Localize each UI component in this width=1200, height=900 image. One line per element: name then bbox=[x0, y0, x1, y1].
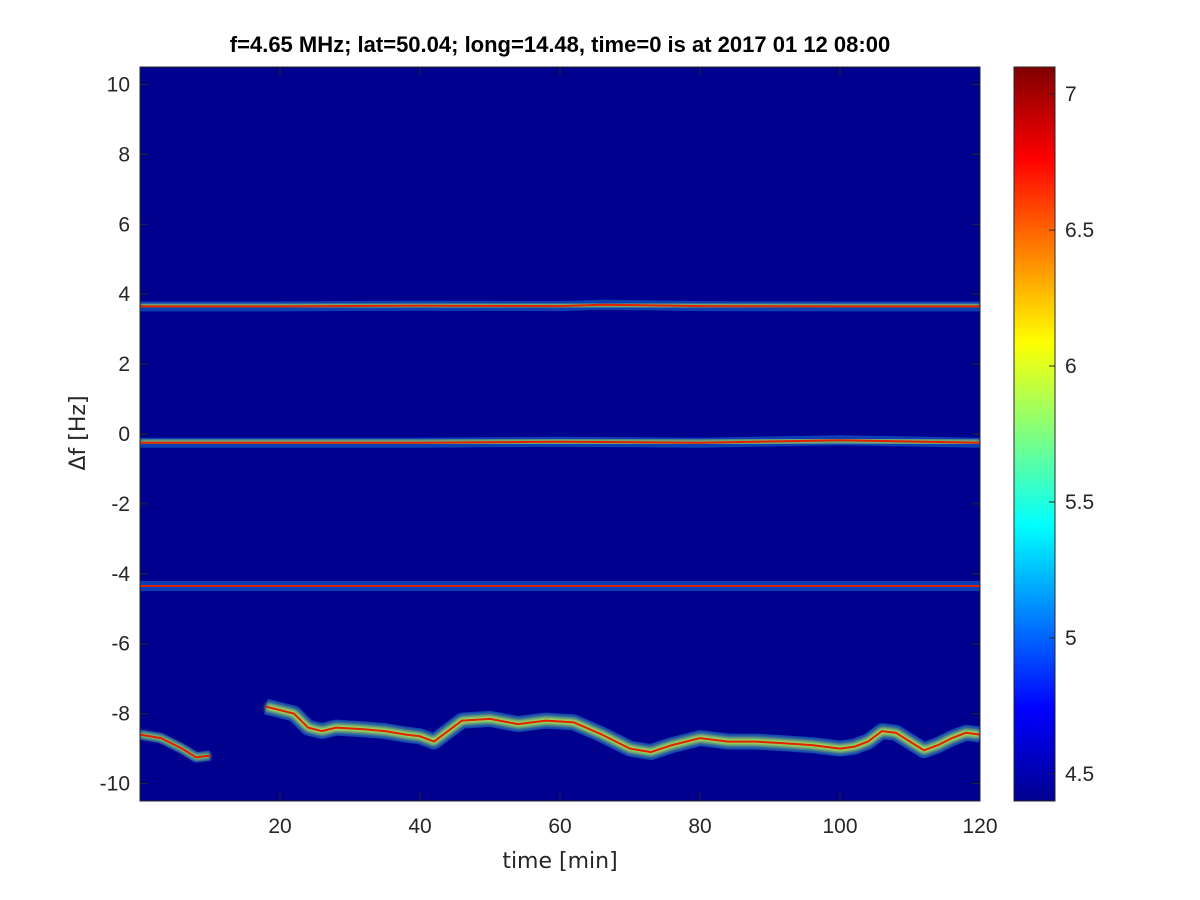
x-tick-label: 100 bbox=[822, 815, 857, 838]
x-tick-label: 20 bbox=[268, 815, 291, 838]
x-tick-label: 120 bbox=[962, 815, 997, 838]
x-tick-label: 40 bbox=[408, 815, 431, 838]
y-tick-label: -10 bbox=[100, 773, 130, 796]
y-tick-label: 4 bbox=[118, 283, 130, 306]
x-tick-label: 60 bbox=[548, 815, 571, 838]
y-tick-label: 8 bbox=[118, 143, 130, 166]
plot-area bbox=[140, 67, 980, 801]
trace-line bbox=[140, 303, 980, 308]
colorbar bbox=[1013, 66, 1056, 802]
trace-line bbox=[265, 705, 980, 754]
y-tick-label: 10 bbox=[107, 73, 130, 96]
y-axis: 10 8 6 4 2 0 -2 -4 -6 -8 -10 bbox=[100, 73, 980, 796]
colorbar-tick-label: 4.5 bbox=[1065, 763, 1094, 786]
y-tick-label: 2 bbox=[118, 353, 130, 376]
y-tick-label: -2 bbox=[111, 493, 130, 516]
y-axis-label: Δf [Hz] bbox=[66, 395, 91, 470]
trace-line bbox=[140, 439, 980, 444]
chart-title: f=4.65 MHz; lat=50.04; long=14.48, time=… bbox=[230, 32, 890, 57]
colorbar-axis: 4.5 5 5.5 6 6.5 7 bbox=[1049, 83, 1094, 786]
y-tick-label: -6 bbox=[111, 633, 130, 656]
signal-traces bbox=[140, 299, 980, 763]
x-axis: 20 40 60 80 100 120 bbox=[268, 67, 998, 838]
colorbar-tick-label: 6.5 bbox=[1065, 219, 1094, 242]
trace-line bbox=[140, 733, 211, 759]
colorbar-tick-label: 5 bbox=[1065, 627, 1077, 650]
x-tick-label: 80 bbox=[688, 815, 711, 838]
y-tick-label: 0 bbox=[118, 423, 130, 446]
colorbar-tick-label: 7 bbox=[1065, 83, 1077, 106]
colorbar-tick-label: 5.5 bbox=[1065, 491, 1094, 514]
x-axis-label: time [min] bbox=[502, 849, 617, 874]
colorbar-tick-label: 6 bbox=[1065, 355, 1077, 378]
y-tick-label: -4 bbox=[111, 563, 130, 586]
y-tick-label: -8 bbox=[111, 703, 130, 726]
y-tick-label: 6 bbox=[118, 213, 130, 236]
